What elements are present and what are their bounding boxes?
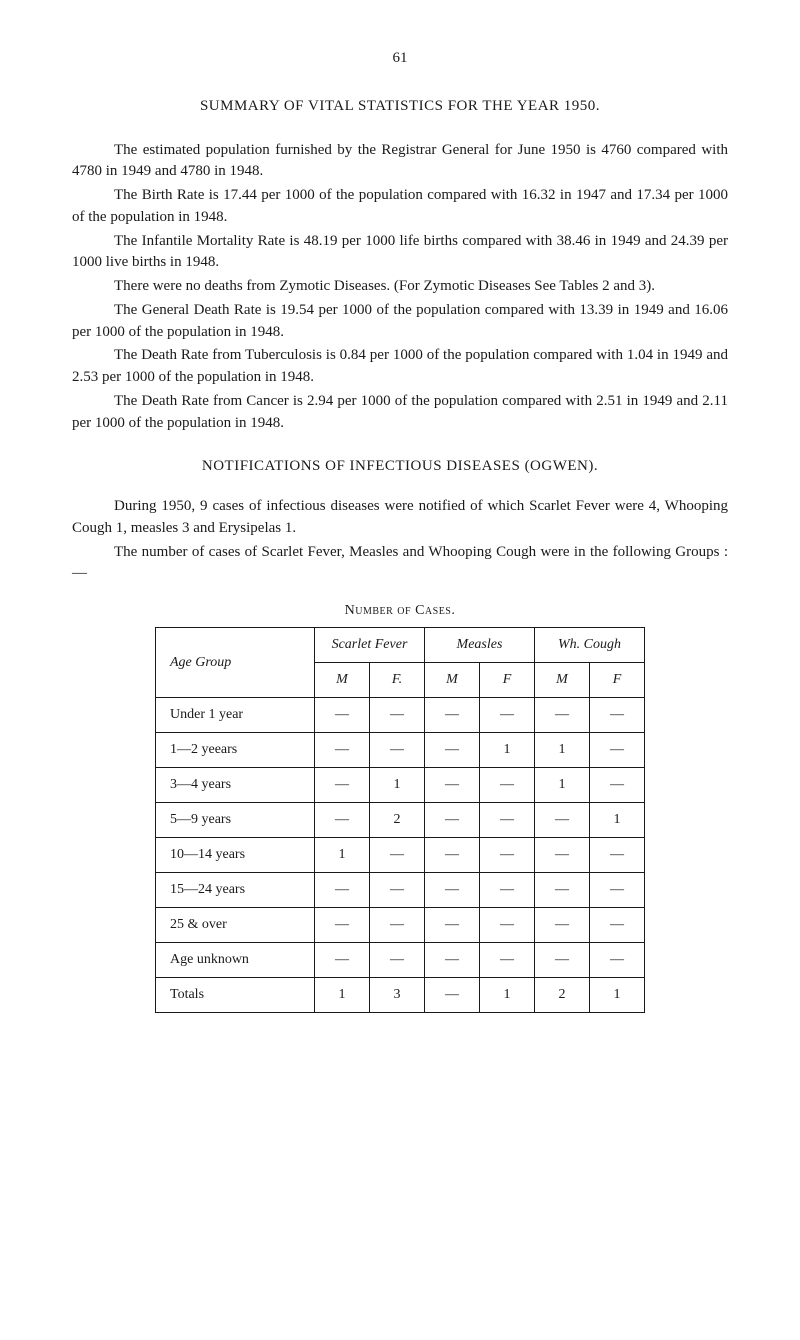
- table-row: Age unknown——————: [156, 943, 645, 978]
- row-label: 25 & over: [156, 908, 315, 943]
- main-title: SUMMARY OF VITAL STATISTICS FOR THE YEAR…: [72, 96, 728, 118]
- cases-table: Age Group Scarlet Fever Measles Wh. Coug…: [155, 627, 645, 1013]
- cell: —: [315, 698, 370, 733]
- paragraph: The Death Rate from Cancer is 2.94 per 1…: [72, 391, 728, 435]
- cell: —: [590, 838, 645, 873]
- table-row: 1—2 yeears———11—: [156, 733, 645, 768]
- cell: —: [425, 733, 480, 768]
- th-sub: M: [315, 663, 370, 698]
- cell: —: [315, 733, 370, 768]
- paragraph: The number of cases of Scarlet Fever, Me…: [72, 542, 728, 586]
- cell: 1: [370, 768, 425, 803]
- table-row: 5—9 years—2———1: [156, 803, 645, 838]
- cell: —: [425, 978, 480, 1013]
- paragraph: During 1950, 9 cases of infectious disea…: [72, 496, 728, 540]
- cell: —: [425, 873, 480, 908]
- cell: 1: [480, 978, 535, 1013]
- cell: —: [370, 698, 425, 733]
- paragraph: The estimated population furnished by th…: [72, 140, 728, 184]
- table-body: Under 1 year——————1—2 yeears———11—3—4 ye…: [156, 698, 645, 1013]
- paragraph: The Infantile Mortality Rate is 48.19 pe…: [72, 231, 728, 275]
- cell: 1: [535, 733, 590, 768]
- cell: 3: [370, 978, 425, 1013]
- paragraph: The Death Rate from Tuberculosis is 0.84…: [72, 345, 728, 389]
- th-sub: F: [590, 663, 645, 698]
- cell: —: [590, 733, 645, 768]
- cell: —: [425, 838, 480, 873]
- cell: —: [535, 803, 590, 838]
- paragraph: The General Death Rate is 19.54 per 1000…: [72, 300, 728, 344]
- page-number: 61: [72, 48, 728, 70]
- row-label: Totals: [156, 978, 315, 1013]
- row-label: 10—14 years: [156, 838, 315, 873]
- cell: —: [535, 873, 590, 908]
- cell: —: [590, 873, 645, 908]
- table-row: 10—14 years1—————: [156, 838, 645, 873]
- cell: —: [480, 873, 535, 908]
- th-wh-cough: Wh. Cough: [535, 628, 645, 663]
- cell: —: [590, 908, 645, 943]
- cell: —: [370, 838, 425, 873]
- table-row: Under 1 year——————: [156, 698, 645, 733]
- cell: 2: [535, 978, 590, 1013]
- th-sub: F: [480, 663, 535, 698]
- th-sub: F.: [370, 663, 425, 698]
- cell: —: [315, 908, 370, 943]
- cell: —: [425, 768, 480, 803]
- cell: —: [315, 768, 370, 803]
- th-scarlet-fever: Scarlet Fever: [315, 628, 425, 663]
- cell: —: [480, 838, 535, 873]
- cell: —: [480, 908, 535, 943]
- cell: 1: [535, 768, 590, 803]
- cell: —: [535, 908, 590, 943]
- cell: 1: [480, 733, 535, 768]
- cell: —: [370, 733, 425, 768]
- cell: —: [425, 698, 480, 733]
- cell: —: [315, 873, 370, 908]
- table-row: 25 & over——————: [156, 908, 645, 943]
- cell: 1: [315, 978, 370, 1013]
- paragraph: The Birth Rate is 17.44 per 1000 of the …: [72, 185, 728, 229]
- cell: —: [480, 943, 535, 978]
- table-row: 15—24 years——————: [156, 873, 645, 908]
- document-page: 61 SUMMARY OF VITAL STATISTICS FOR THE Y…: [0, 0, 800, 1073]
- cell: —: [590, 943, 645, 978]
- row-label: 1—2 yeears: [156, 733, 315, 768]
- table-caption: Number of Cases.: [72, 601, 728, 621]
- cell: 1: [590, 803, 645, 838]
- cell: —: [480, 698, 535, 733]
- th-measles: Measles: [425, 628, 535, 663]
- row-label: 5—9 years: [156, 803, 315, 838]
- cell: 1: [590, 978, 645, 1013]
- cell: —: [535, 943, 590, 978]
- row-label: Under 1 year: [156, 698, 315, 733]
- cell: —: [425, 803, 480, 838]
- paragraph: There were no deaths from Zymotic Diseas…: [72, 276, 728, 298]
- cell: —: [480, 768, 535, 803]
- cell: —: [370, 873, 425, 908]
- row-label: 3—4 years: [156, 768, 315, 803]
- section-title: NOTIFICATIONS OF INFECTIOUS DISEASES (OG…: [72, 456, 728, 478]
- cell: —: [535, 698, 590, 733]
- cell: —: [425, 943, 480, 978]
- cell: —: [370, 908, 425, 943]
- cell: —: [370, 943, 425, 978]
- cell: —: [480, 803, 535, 838]
- cell: —: [590, 698, 645, 733]
- cell: —: [425, 908, 480, 943]
- th-sub: M: [535, 663, 590, 698]
- row-label: Age unknown: [156, 943, 315, 978]
- th-sub: M: [425, 663, 480, 698]
- th-age-group: Age Group: [156, 628, 315, 698]
- table-row: Totals13—121: [156, 978, 645, 1013]
- cell: —: [535, 838, 590, 873]
- cell: —: [590, 768, 645, 803]
- table-row: 3—4 years—1——1—: [156, 768, 645, 803]
- cell: 1: [315, 838, 370, 873]
- cell: —: [315, 943, 370, 978]
- row-label: 15—24 years: [156, 873, 315, 908]
- cell: —: [315, 803, 370, 838]
- cell: 2: [370, 803, 425, 838]
